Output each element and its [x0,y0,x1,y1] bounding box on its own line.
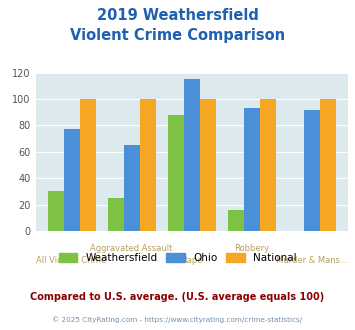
Text: Rape: Rape [181,256,202,265]
Text: All Violent Crime: All Violent Crime [37,256,106,265]
Bar [124,145,140,231]
Bar [244,108,260,231]
Text: Robbery: Robbery [234,244,269,253]
Legend: Weathersfield, Ohio, National: Weathersfield, Ohio, National [54,248,301,267]
Text: Compared to U.S. average. (U.S. average equals 100): Compared to U.S. average. (U.S. average … [31,292,324,302]
Text: Violent Crime Comparison: Violent Crime Comparison [70,28,285,43]
Text: © 2025 CityRating.com - https://www.cityrating.com/crime-statistics/: © 2025 CityRating.com - https://www.city… [53,317,302,323]
Text: Aggravated Assault: Aggravated Assault [91,244,173,253]
Bar [108,198,124,231]
Bar [200,99,216,231]
Bar [184,79,200,231]
Bar [168,115,184,231]
Bar [48,191,64,231]
Bar [228,210,244,231]
Text: Murder & Mans...: Murder & Mans... [276,256,348,265]
Bar [304,110,320,231]
Bar [320,99,336,231]
Bar [140,99,155,231]
Bar [64,129,80,231]
Text: 2019 Weathersfield: 2019 Weathersfield [97,8,258,23]
Bar [260,99,276,231]
Bar [80,99,95,231]
